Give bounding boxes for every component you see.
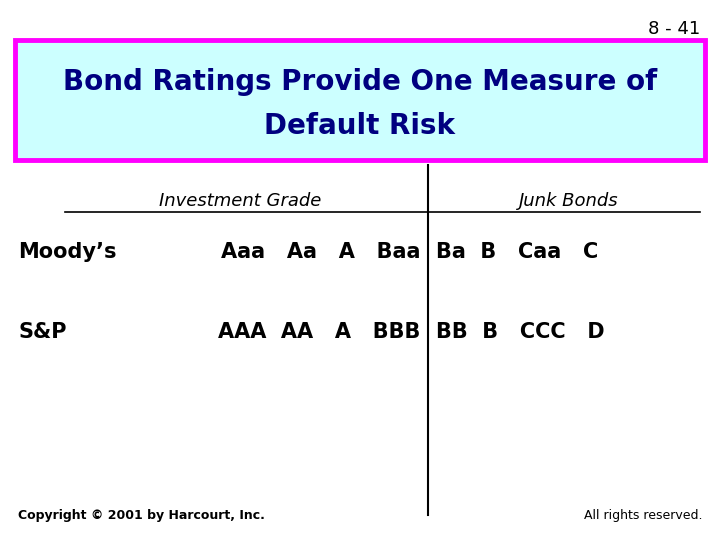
Text: BB  B   CCC   D: BB B CCC D	[436, 322, 605, 342]
Text: Junk Bonds: Junk Bonds	[518, 192, 618, 210]
Text: 8 - 41: 8 - 41	[648, 20, 700, 38]
Text: S&P: S&P	[18, 322, 66, 342]
Text: Investment Grade: Investment Grade	[158, 192, 321, 210]
Text: Default Risk: Default Risk	[264, 112, 456, 140]
FancyBboxPatch shape	[15, 40, 705, 160]
Text: Ba  B   Caa   C: Ba B Caa C	[436, 242, 598, 262]
Text: Aaa   Aa   A   Baa: Aaa Aa A Baa	[221, 242, 420, 262]
Text: All rights reserved.: All rights reserved.	[583, 509, 702, 522]
Text: Bond Ratings Provide One Measure of: Bond Ratings Provide One Measure of	[63, 68, 657, 96]
Text: Moody’s: Moody’s	[18, 242, 117, 262]
Text: AAA  AA   A   BBB: AAA AA A BBB	[218, 322, 420, 342]
Text: Copyright © 2001 by Harcourt, Inc.: Copyright © 2001 by Harcourt, Inc.	[18, 509, 265, 522]
